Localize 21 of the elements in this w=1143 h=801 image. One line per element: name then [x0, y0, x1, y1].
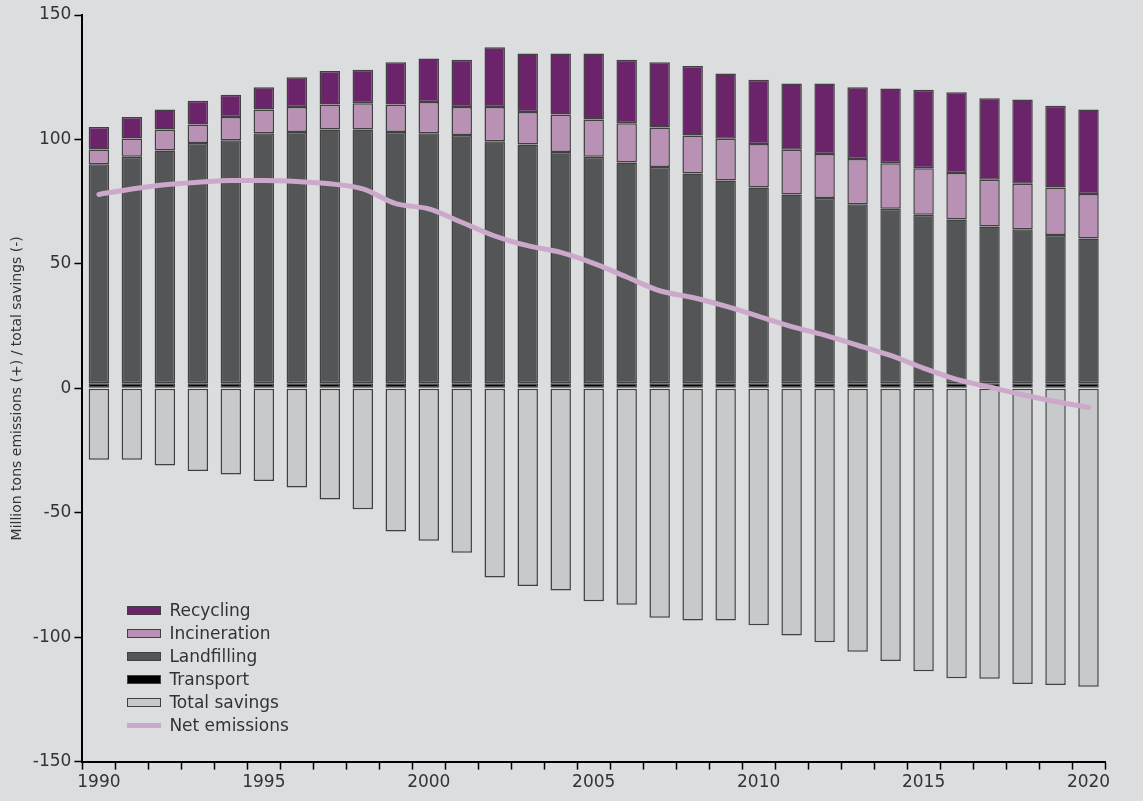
x-tick-label: 2015: [901, 771, 946, 792]
y-tick-label: -100: [32, 625, 72, 646]
x-tick-label: 2005: [572, 771, 616, 792]
y-axis-title: Million tons emissions (+) / total savings (-): [8, 236, 25, 541]
legend-label: Incineration: [169, 623, 271, 644]
legend-label: Transport: [169, 669, 250, 690]
x-tick-label: 2000: [407, 771, 451, 792]
y-tick-label: 0: [60, 376, 72, 397]
x-tick-label: 2010: [737, 771, 781, 792]
x-tick-label: 2020: [1066, 771, 1111, 792]
y-tick-label: 100: [38, 127, 72, 148]
legend-label: Recycling: [169, 600, 251, 621]
y-tick-label: -150: [32, 750, 72, 771]
legend-label: Landfilling: [169, 646, 258, 667]
x-tick-label: 1990: [77, 771, 121, 792]
y-tick-label: -50: [43, 501, 72, 522]
x-tick-label: 1995: [242, 771, 286, 792]
legend-label: Total savings: [169, 692, 279, 713]
y-tick-label: 150: [38, 3, 72, 24]
y-tick-label: 50: [49, 252, 72, 273]
legend-label: Net emissions: [169, 715, 289, 736]
